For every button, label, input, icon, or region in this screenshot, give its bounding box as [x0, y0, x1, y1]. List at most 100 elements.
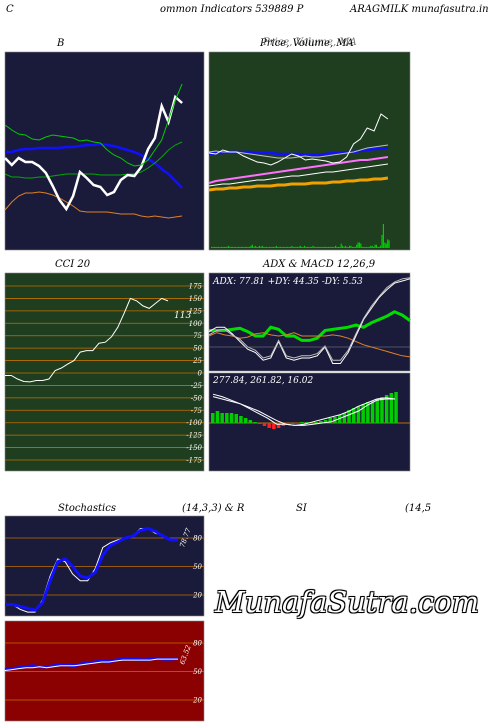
adx-annotation: ADX: 77.81 +DY: 44.35 -DY: 5.53: [212, 277, 363, 287]
volume-bar: [260, 246, 262, 248]
cci-tick-label: 50: [193, 345, 202, 353]
volume-bar: [316, 246, 318, 248]
volume-bar: [292, 246, 294, 248]
bollinger-line-1: [4, 141, 183, 179]
volume-bar: [282, 246, 284, 248]
macd-histogram-bar: [323, 420, 328, 423]
bollinger-line-2: [4, 191, 183, 219]
volume-bar: [261, 245, 263, 248]
macd-histogram-bar: [370, 401, 375, 423]
cci-tick-label: -50: [191, 394, 203, 402]
cci-tick-label: 150: [189, 295, 203, 303]
volume-bar: [365, 246, 368, 248]
volume-bar: [339, 246, 341, 248]
volume-bar: [253, 246, 255, 248]
volume-bar: [265, 246, 268, 248]
panel-boll: [4, 51, 205, 251]
volume-bar: [254, 245, 256, 248]
macd-histogram-bar: [309, 423, 314, 424]
rsi-line-1: [4, 658, 178, 671]
volume-bar: [232, 246, 234, 248]
panel-stoch: [4, 515, 205, 617]
adx-line-2: [208, 278, 411, 364]
macd-histogram-bar: [305, 422, 309, 423]
volume-bar: [294, 246, 296, 248]
volume-bar: [387, 239, 389, 248]
volume-bar: [373, 246, 375, 248]
stoch-tick-label: 80: [193, 535, 202, 543]
macd-histogram-bar: [314, 422, 318, 423]
cci-tick-label: -100: [186, 419, 202, 427]
header-middle: ommon Indicators 539889 P: [160, 4, 304, 15]
volume-bar: [212, 246, 214, 248]
price-line-5: [208, 113, 389, 166]
volume-bar: [358, 242, 361, 248]
header-right: ARAGMILK munafasutra.in: [350, 4, 489, 15]
volume-bar: [299, 245, 301, 248]
volume-bar: [326, 246, 328, 248]
volume-bar: [285, 246, 287, 248]
volume-bar: [237, 246, 239, 248]
volume-bar: [274, 246, 276, 248]
volume-bar: [346, 246, 348, 248]
macd-histogram-bar: [380, 397, 384, 423]
bollinger-title: B: [57, 38, 65, 49]
cci-line: [5, 297, 169, 383]
adx-macd-title: ADX & MACD 12,26,9: [263, 259, 376, 270]
volume-bar: [268, 246, 270, 248]
volume-bar: [320, 246, 323, 248]
volume-bar: [377, 246, 379, 248]
volume-bar: [302, 246, 304, 248]
volume-bar: [367, 246, 369, 248]
volume-bar: [364, 246, 366, 248]
bollinger-line-4: [4, 83, 183, 167]
volume-bar: [246, 246, 248, 248]
volume-bar: [263, 246, 265, 248]
volume-bar: [251, 244, 253, 248]
volume-bar: [349, 245, 351, 248]
volume-bar: [318, 246, 320, 248]
volume-bar: [277, 246, 279, 248]
volume-bar: [218, 246, 220, 248]
macd-histogram-bar: [253, 422, 257, 423]
volume-bar: [315, 246, 317, 248]
volume-bar: [233, 246, 235, 248]
volume-bar: [225, 246, 227, 248]
volume-bar: [227, 245, 230, 248]
macd-histogram-bar: [262, 423, 267, 426]
header-left: C: [6, 4, 14, 15]
volume-bar: [271, 246, 273, 248]
volume-bar: [229, 246, 231, 248]
volume-bar: [368, 246, 370, 248]
panel-rsi: [4, 620, 205, 722]
volume-bar: [337, 246, 339, 248]
macd-histogram-bar: [220, 413, 224, 423]
volume-bar: [226, 246, 228, 248]
volume-bar: [222, 246, 224, 248]
macd-histogram-bar: [295, 423, 300, 424]
bollinger-line-3: [4, 94, 183, 212]
volume-bar: [223, 246, 225, 248]
volume-bar: [371, 245, 373, 248]
macd-histogram-bar: [389, 393, 394, 423]
macd-histogram-bar: [215, 411, 220, 423]
volume-bar: [264, 246, 266, 248]
price-line-4: [208, 176, 389, 192]
volume-bar: [239, 246, 241, 248]
volume-bar: [353, 246, 355, 248]
volume-bar: [296, 246, 299, 248]
macd-histogram-bar: [211, 413, 215, 423]
volume-bar: [216, 246, 218, 248]
volume-bar: [342, 245, 344, 248]
cci-tick-label: 100: [189, 320, 203, 328]
macd-histogram-bar: [328, 418, 332, 423]
cci-tick-label: 125: [189, 307, 203, 315]
volume-bar: [380, 245, 382, 248]
macd-histogram-bar: [366, 402, 370, 423]
bollinger-line-0: [5, 142, 183, 189]
price-line-2: [208, 156, 389, 184]
volume-bar: [295, 246, 297, 248]
volume-bar: [388, 240, 390, 248]
volume-bar: [333, 246, 335, 248]
